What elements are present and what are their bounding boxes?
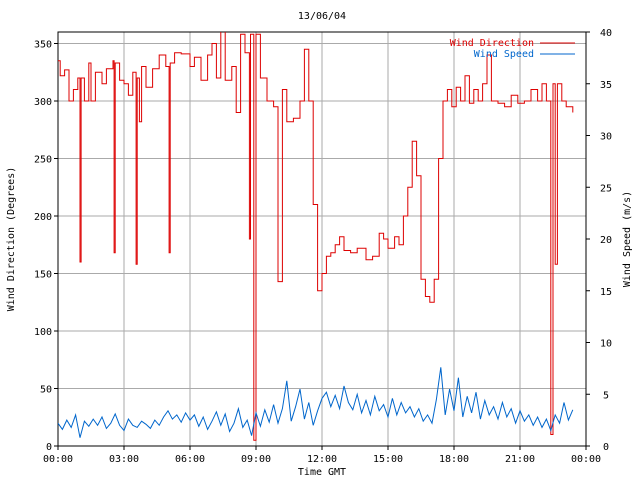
y-right-tick-label: 15: [600, 287, 612, 298]
x-tick-label: 15:00: [373, 454, 403, 465]
y-axis-right-label: Wind Speed (m/s): [622, 191, 633, 287]
y-right-tick-label: 40: [600, 28, 612, 39]
y-axis-left-label: Wind Direction (Degrees): [6, 167, 17, 312]
x-tick-label: 21:00: [505, 454, 535, 465]
y-right-tick-label: 0: [603, 442, 609, 453]
x-tick-label: 09:00: [241, 454, 271, 465]
y-left-tick-label: 100: [34, 327, 52, 338]
x-tick-label: 03:00: [109, 454, 139, 465]
y-right-tick-label: 25: [600, 183, 612, 194]
y-left-tick-label: 0: [46, 442, 52, 453]
x-tick-label: 00:00: [571, 454, 601, 465]
y-right-tick-label: 30: [600, 132, 612, 143]
legend-label-direction: Wind Direction: [450, 38, 534, 49]
y-left-tick-label: 250: [34, 155, 52, 166]
y-right-tick-label: 10: [600, 339, 612, 350]
legend-label-speed: Wind Speed: [474, 49, 534, 60]
x-tick-label: 12:00: [307, 454, 337, 465]
x-tick-label: 06:00: [175, 454, 205, 465]
y-left-tick-label: 350: [34, 40, 52, 51]
x-tick-label: 18:00: [439, 454, 469, 465]
y-left-tick-label: 150: [34, 270, 52, 281]
y-axis-left: 0 50 100 150 200 250 300 350: [34, 40, 58, 453]
y-left-tick-label: 200: [34, 212, 52, 223]
y-right-tick-label: 20: [600, 235, 612, 246]
y-right-tick-label: 35: [600, 80, 612, 91]
y-axis-right: 0 5 10 15 20 25 30 35 40: [586, 28, 612, 453]
legend: Wind Direction Wind Speed: [450, 38, 575, 60]
x-axis: 00:00 03:00 06:00 09:00 12:00 15:00 18:00 21:00…: [43, 446, 601, 465]
y-left-tick-label: 50: [40, 385, 52, 396]
chart-title: 13/06/04: [298, 11, 346, 22]
x-tick-label: 00:00: [43, 454, 73, 465]
y-right-tick-label: 5: [603, 390, 609, 401]
series-line-wind-direction: [58, 32, 574, 441]
x-axis-label: Time GMT: [298, 467, 346, 478]
y-left-tick-label: 300: [34, 97, 52, 108]
series-line-wind-speed: [58, 367, 574, 438]
series-layer: [58, 32, 574, 441]
